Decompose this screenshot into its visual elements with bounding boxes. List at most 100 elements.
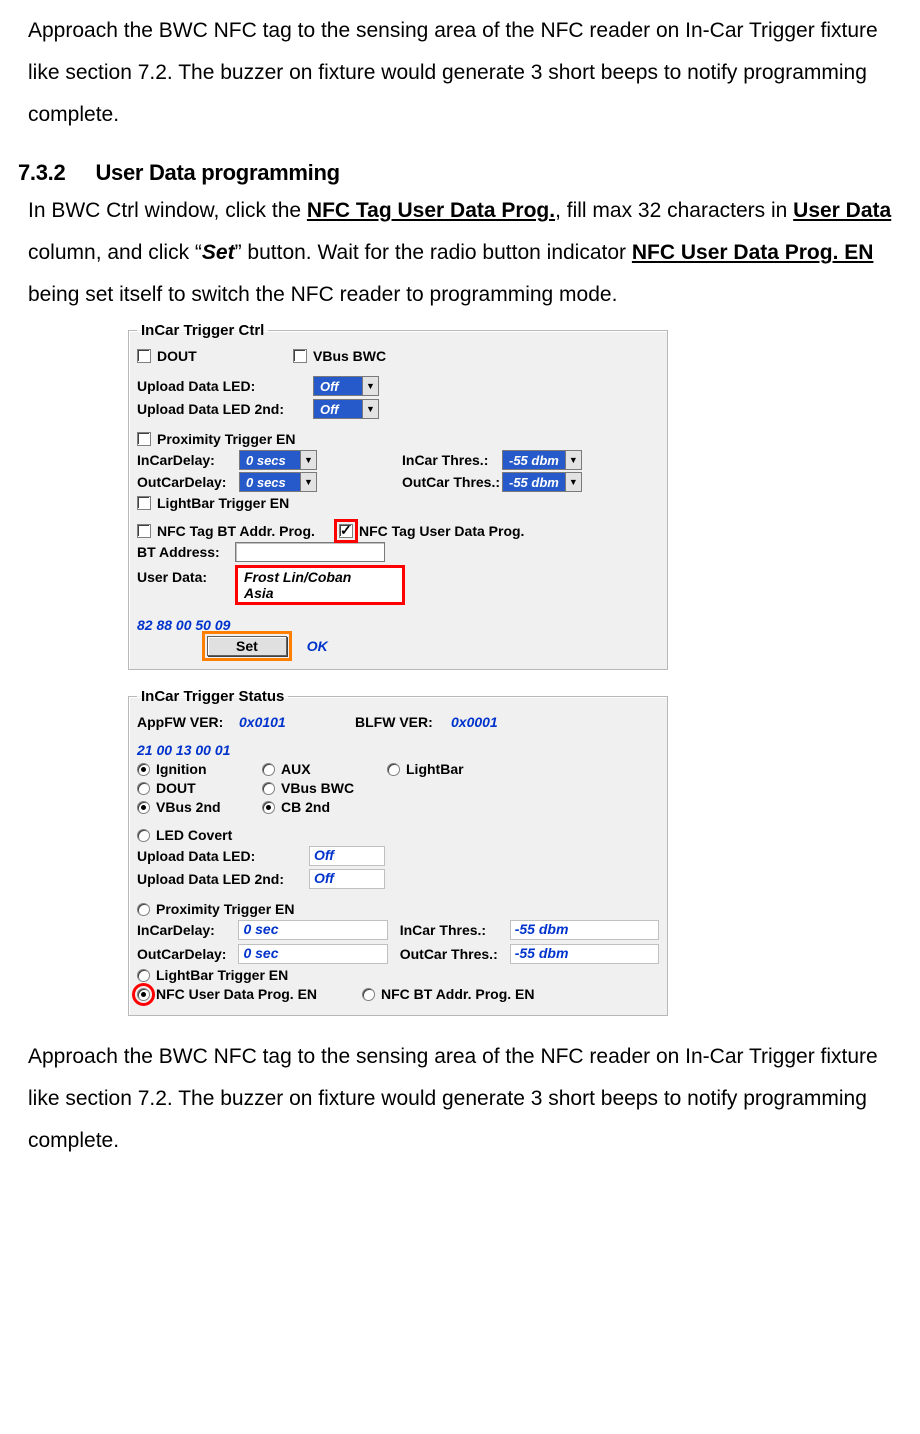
vbus-2nd-label: VBus 2nd <box>156 799 256 815</box>
dout-checkbox[interactable] <box>137 349 151 363</box>
user-data-label: User Data: <box>137 565 229 585</box>
lightbar-trigger-en-label: LightBar Trigger EN <box>157 495 289 511</box>
led-covert-radio[interactable] <box>137 829 150 842</box>
set-status-ok: OK <box>307 638 328 654</box>
chevron-down-icon[interactable]: ▼ <box>565 473 581 491</box>
ignition-radio[interactable] <box>137 763 150 776</box>
vbus-bwc-status-label: VBus BWC <box>281 780 354 796</box>
outcar-thres-label: OutCar Thres.: <box>402 474 498 490</box>
instr-link-nfc-user-data-en: NFC User Data Prog. EN <box>632 241 874 264</box>
incar-trigger-ctrl-panel: InCar Trigger Ctrl DOUT VBus BWC Upload … <box>128 322 668 670</box>
ctrl-hex-readout: 82 88 00 50 09 <box>137 617 230 633</box>
status-lightbar-trigger-en-radio[interactable] <box>137 969 150 982</box>
status-upload-led2-value: Off <box>309 869 385 889</box>
status-outcar-delay-label: OutCarDelay: <box>137 946 226 962</box>
user-data-line1: Frost Lin/Coban <box>244 569 396 585</box>
status-upload-led-label: Upload Data LED: <box>137 848 303 864</box>
status-proximity-trigger-en-radio[interactable] <box>137 903 150 916</box>
lightbar-label: LightBar <box>406 761 464 777</box>
status-outcar-thres-value: -55 dbm <box>510 944 659 964</box>
bt-address-label: BT Address: <box>137 544 229 560</box>
instr-link-nfc-tag-user-data: NFC Tag User Data Prog. <box>307 199 555 222</box>
dout-radio[interactable] <box>137 782 150 795</box>
user-data-line2: Asia <box>244 585 396 601</box>
set-button[interactable]: Set <box>207 636 287 656</box>
aux-label: AUX <box>281 761 381 777</box>
status-legend: InCar Trigger Status <box>137 688 288 705</box>
incar-trigger-status-panel: InCar Trigger Status AppFW VER: 0x0101 B… <box>128 688 668 1016</box>
instr-prefix: In BWC Ctrl window, click the <box>28 199 307 222</box>
chevron-down-icon[interactable]: ▼ <box>362 377 378 395</box>
heading-title: User Data programming <box>95 160 339 185</box>
vbus-2nd-radio[interactable] <box>137 801 150 814</box>
heading-number: 7.3.2 <box>18 160 65 186</box>
chevron-down-icon[interactable]: ▼ <box>362 400 378 418</box>
outcar-delay-label: OutCarDelay: <box>137 474 235 490</box>
outcar-delay-combo[interactable]: 0 secs ▼ <box>239 472 317 492</box>
upload-led2-combo[interactable]: Off ▼ <box>313 399 379 419</box>
status-incar-delay-value: 0 sec <box>238 920 387 940</box>
status-incar-delay-label: InCarDelay: <box>137 922 226 938</box>
instr-mid1: , fill max 32 characters in <box>555 199 793 222</box>
nfc-bt-addr-prog-en-label: NFC BT Addr. Prog. EN <box>381 986 534 1002</box>
status-proximity-trigger-en-label: Proximity Trigger EN <box>156 901 294 917</box>
nfc-bt-addr-prog-en-radio[interactable] <box>362 988 375 1001</box>
status-hex-readout: 21 00 13 00 01 <box>137 742 230 758</box>
instr-set: Set <box>202 241 235 264</box>
intro-paragraph: Approach the BWC NFC tag to the sensing … <box>28 10 892 136</box>
nfc-tag-bt-addr-prog-label: NFC Tag BT Addr. Prog. <box>157 523 333 539</box>
nfc-tag-bt-addr-prog-checkbox[interactable] <box>137 524 151 538</box>
blfw-ver-label: BLFW VER: <box>355 714 445 730</box>
outcar-thres-value: -55 dbm <box>503 473 565 491</box>
status-incar-thres-value: -55 dbm <box>510 920 659 940</box>
vbus-bwc-radio[interactable] <box>262 782 275 795</box>
proximity-trigger-en-checkbox[interactable] <box>137 432 151 446</box>
nfc-tag-user-data-prog-checkbox[interactable] <box>339 524 353 538</box>
nfc-user-data-prog-en-label: NFC User Data Prog. EN <box>156 986 356 1002</box>
instr-mid2: column, and click “ <box>28 241 202 264</box>
incar-delay-value: 0 secs <box>240 451 300 469</box>
outcar-delay-value: 0 secs <box>240 473 300 491</box>
upload-led2-label: Upload Data LED 2nd: <box>137 401 307 417</box>
vbus-bwc-checkbox[interactable] <box>293 349 307 363</box>
blfw-ver-value: 0x0001 <box>451 714 498 730</box>
status-incar-thres-label: InCar Thres.: <box>400 922 498 938</box>
incar-delay-combo[interactable]: 0 secs ▼ <box>239 450 317 470</box>
status-outcar-thres-label: OutCar Thres.: <box>400 946 498 962</box>
outcar-thres-combo[interactable]: -55 dbm ▼ <box>502 472 582 492</box>
nfc-tag-user-data-prog-label: NFC Tag User Data Prog. <box>359 523 524 539</box>
status-outcar-delay-value: 0 sec <box>238 944 387 964</box>
ignition-label: Ignition <box>156 761 256 777</box>
chevron-down-icon[interactable]: ▼ <box>300 451 316 469</box>
upload-led-value: Off <box>314 377 362 395</box>
section-heading: 7.3.2 User Data programming <box>18 160 892 186</box>
instr-mid3: ” button. Wait for the radio button indi… <box>235 241 632 264</box>
status-lightbar-trigger-en-label: LightBar Trigger EN <box>156 967 288 983</box>
appfw-ver-label: AppFW VER: <box>137 714 233 730</box>
chevron-down-icon[interactable]: ▼ <box>300 473 316 491</box>
upload-led-combo[interactable]: Off ▼ <box>313 376 379 396</box>
user-data-input[interactable]: Frost Lin/Coban Asia <box>235 565 405 605</box>
bt-address-input[interactable] <box>235 542 385 562</box>
status-upload-led2-label: Upload Data LED 2nd: <box>137 871 303 887</box>
led-covert-label: LED Covert <box>156 827 232 843</box>
instr-suffix: being set itself to switch the NFC reade… <box>28 283 617 306</box>
upload-led2-value: Off <box>314 400 362 418</box>
nfc-user-data-prog-en-radio[interactable] <box>137 988 150 1001</box>
incar-thres-combo[interactable]: -55 dbm ▼ <box>502 450 582 470</box>
upload-led-label: Upload Data LED: <box>137 378 307 394</box>
proximity-trigger-en-label: Proximity Trigger EN <box>157 431 295 447</box>
status-upload-led-value: Off <box>309 846 385 866</box>
chevron-down-icon[interactable]: ▼ <box>565 451 581 469</box>
instruction-paragraph: In BWC Ctrl window, click the NFC Tag Us… <box>28 190 892 316</box>
dout-status-label: DOUT <box>156 780 256 796</box>
incar-delay-label: InCarDelay: <box>137 452 235 468</box>
cb-2nd-radio[interactable] <box>262 801 275 814</box>
cb-2nd-label: CB 2nd <box>281 799 330 815</box>
incar-thres-value: -55 dbm <box>503 451 565 469</box>
aux-radio[interactable] <box>262 763 275 776</box>
ctrl-legend: InCar Trigger Ctrl <box>137 322 268 339</box>
lightbar-radio[interactable] <box>387 763 400 776</box>
dout-label: DOUT <box>157 348 287 364</box>
lightbar-trigger-en-checkbox[interactable] <box>137 496 151 510</box>
